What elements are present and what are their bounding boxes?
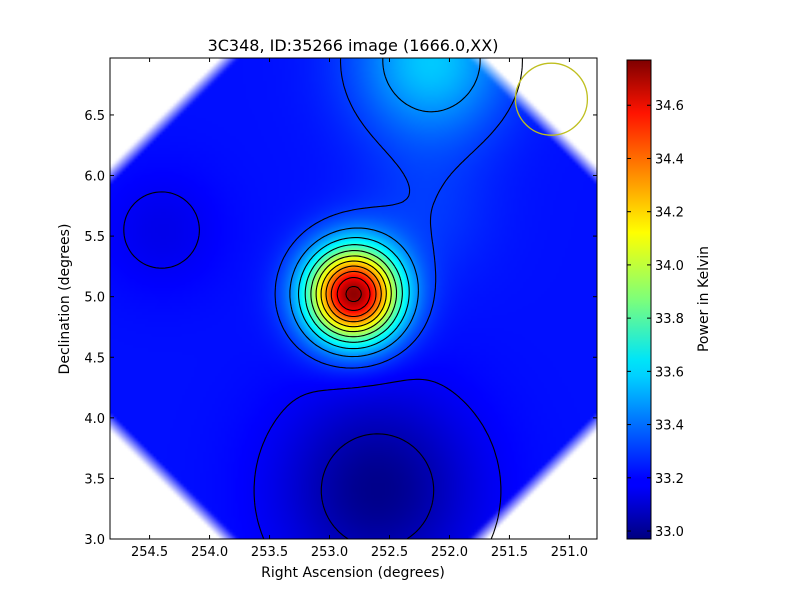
y-tick-label: 6.5 <box>84 109 105 124</box>
colorbar-frame <box>626 59 652 540</box>
x-tick-label: 252.0 <box>431 545 468 560</box>
x-tick-label: 251.5 <box>491 545 528 560</box>
colorbar-tick-label: 33.2 <box>655 472 684 487</box>
y-tick-label: 3.0 <box>84 533 105 548</box>
x-axis-ticks: 254.5 254.0 253.5 253.0 252.5 252.0 251.5 251.0 <box>131 58 588 560</box>
x-axis-label: Right Ascension (degrees) <box>261 565 445 581</box>
y-tick-label: 6.0 <box>84 170 105 185</box>
colorbar-ticks: 33.0 33.2 33.4 33.6 33.8 34.0 34.2 34.4 34.6 <box>627 99 684 540</box>
y-tick-label: 4.0 <box>84 412 105 427</box>
y-tick-label: 5.0 <box>84 291 105 306</box>
contour-line <box>289 58 481 358</box>
colorbar: 33.0 33.2 33.4 33.6 33.8 34.0 34.2 34.4 34.6 Pow… <box>626 59 712 540</box>
contour-line <box>123 191 502 539</box>
colorbar-label: Power in Kelvin <box>696 246 712 352</box>
contour-line <box>274 58 523 369</box>
contour-line <box>345 285 362 303</box>
x-tick-label: 253.0 <box>311 545 348 560</box>
colorbar-tick-label: 33.6 <box>655 365 684 380</box>
contour-lines <box>123 58 523 539</box>
colorbar-tick-label: 34.2 <box>655 206 684 221</box>
plot-frame <box>109 57 598 540</box>
colorbar-tick-label: 33.8 <box>655 312 684 327</box>
y-tick-label: 4.5 <box>84 351 105 366</box>
x-tick-label: 251.0 <box>551 545 588 560</box>
colorbar-tick-label: 33.0 <box>655 525 684 540</box>
x-tick-label: 253.5 <box>251 545 288 560</box>
plot-area: 254.5 254.0 253.5 253.0 252.5 252.0 251.5 251.0… <box>84 57 598 560</box>
contour-line <box>297 237 410 350</box>
y-tick-label: 3.5 <box>84 472 105 487</box>
y-axis-label: Declination (degrees) <box>57 224 73 375</box>
contour-line <box>315 255 392 333</box>
heatmap-image <box>110 58 597 539</box>
contour-line <box>330 270 377 318</box>
contour-line <box>310 250 398 338</box>
chart-title: 3C348, ID:35266 image (1666.0,XX) <box>208 36 499 55</box>
colorbar-tick-label: 34.4 <box>655 152 684 167</box>
x-tick-label: 254.5 <box>131 545 168 560</box>
beam-circle <box>514 62 589 136</box>
x-tick-label: 252.5 <box>371 545 408 560</box>
x-tick-label: 254.0 <box>191 545 228 560</box>
colorbar-tick-label: 34.0 <box>655 259 684 274</box>
colorbar-tick-label: 34.6 <box>655 99 684 114</box>
contour-line <box>320 260 387 328</box>
y-tick-label: 5.5 <box>84 230 105 245</box>
colorbar-tick-label: 33.4 <box>655 419 684 434</box>
contour-line <box>325 265 382 323</box>
colorbar-gradient <box>627 60 651 539</box>
contour-line <box>304 244 403 343</box>
contour-line <box>320 433 435 539</box>
contour-line <box>336 277 371 311</box>
y-axis-ticks: 3.0 3.5 4.0 4.5 5.0 5.5 6.0 6.5 <box>84 109 597 548</box>
